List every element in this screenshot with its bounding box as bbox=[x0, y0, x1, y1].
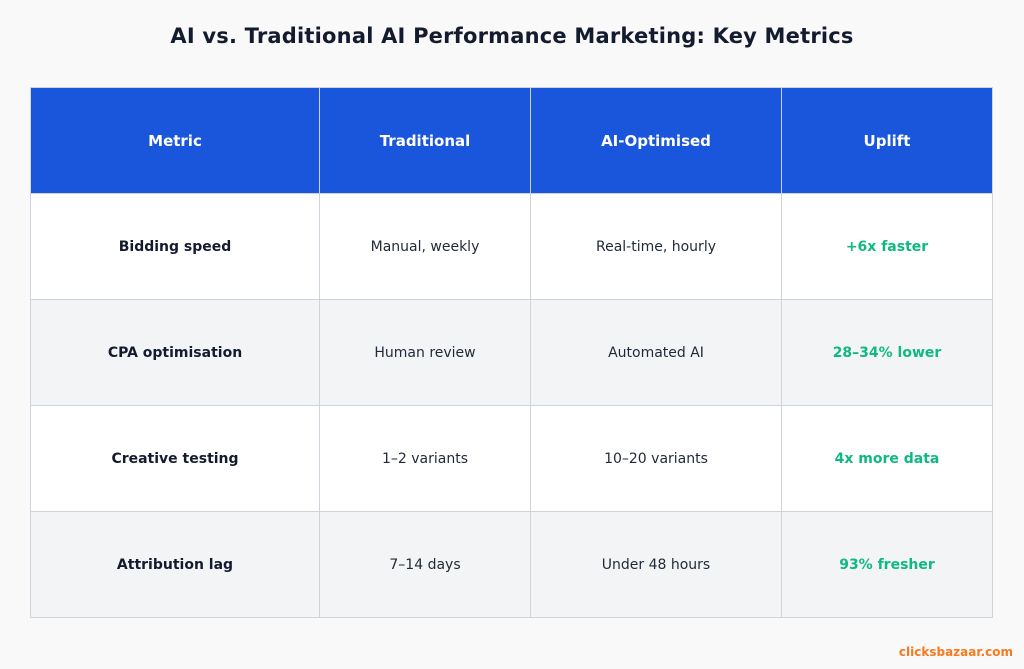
watermark-text: clicksbazaar.com bbox=[898, 645, 1013, 659]
uplift-cell: 28–34% lower bbox=[781, 299, 993, 406]
table-row: Creative testing 1–2 variants 10–20 vari… bbox=[30, 405, 993, 512]
metric-cell: Bidding speed bbox=[30, 193, 320, 300]
uplift-cell: +6x faster bbox=[781, 193, 993, 300]
metric-cell: Creative testing bbox=[30, 405, 320, 512]
uplift-cell: 4x more data bbox=[781, 405, 993, 512]
column-header-metric: Metric bbox=[30, 87, 320, 194]
ai-optimised-cell: Automated AI bbox=[530, 299, 782, 406]
ai-optimised-cell: 10–20 variants bbox=[530, 405, 782, 512]
table-row: CPA optimisation Human review Automated … bbox=[30, 299, 993, 406]
column-header-ai-optimised: AI-Optimised bbox=[530, 87, 782, 194]
chart-title: AI vs. Traditional AI Performance Market… bbox=[170, 24, 854, 48]
column-header-uplift: Uplift bbox=[781, 87, 993, 194]
metrics-table-grid: Metric Traditional AI-Optimised Uplift B… bbox=[30, 87, 993, 618]
traditional-cell: 7–14 days bbox=[319, 511, 531, 618]
traditional-cell: Manual, weekly bbox=[319, 193, 531, 300]
ai-optimised-cell: Under 48 hours bbox=[530, 511, 782, 618]
table-header-row: Metric Traditional AI-Optimised Uplift bbox=[30, 87, 993, 194]
metrics-table: Metric Traditional AI-Optimised Uplift B… bbox=[30, 87, 993, 618]
table-row: Attribution lag 7–14 days Under 48 hours… bbox=[30, 511, 993, 618]
metric-cell: Attribution lag bbox=[30, 511, 320, 618]
metric-cell: CPA optimisation bbox=[30, 299, 320, 406]
traditional-cell: Human review bbox=[319, 299, 531, 406]
table-row: Bidding speed Manual, weekly Real-time, … bbox=[30, 193, 993, 300]
uplift-cell: 93% fresher bbox=[781, 511, 993, 618]
traditional-cell: 1–2 variants bbox=[319, 405, 531, 512]
ai-optimised-cell: Real-time, hourly bbox=[530, 193, 782, 300]
column-header-traditional: Traditional bbox=[319, 87, 531, 194]
